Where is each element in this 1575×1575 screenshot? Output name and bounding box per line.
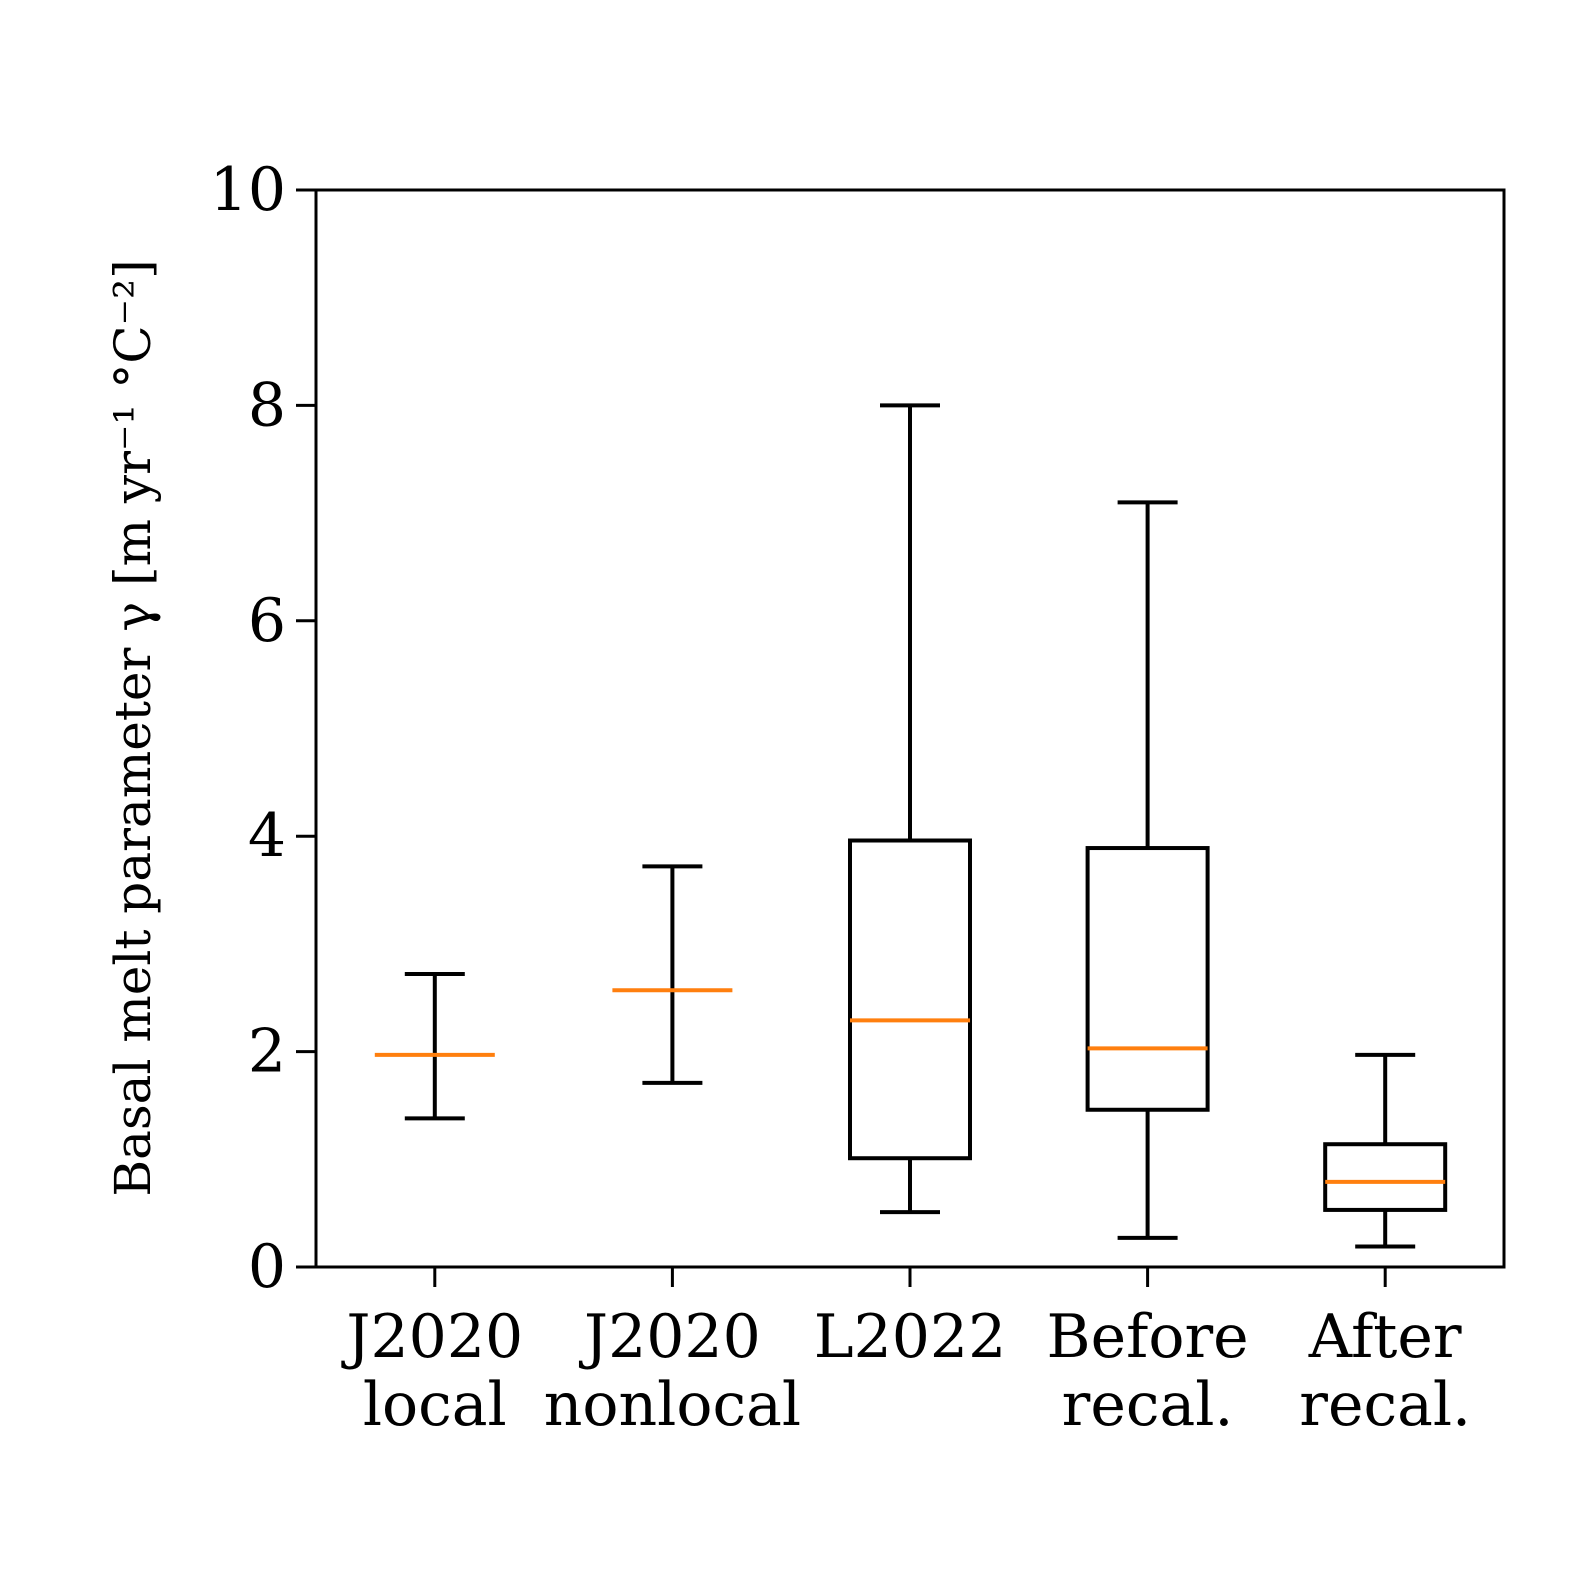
x-tick-label-line: After <box>1308 1302 1462 1372</box>
box-iqr <box>1085 846 1210 1112</box>
y-tick-label: 0 <box>248 1232 286 1302</box>
x-tick-label-line: nonlocal <box>544 1370 801 1440</box>
x-tick-label-line: L2022 <box>814 1302 1007 1372</box>
y-tick-label: 2 <box>248 1017 286 1087</box>
x-tick-label-line: J2020 <box>340 1302 523 1372</box>
x-tick-label-line: J2020 <box>578 1302 761 1372</box>
box-group <box>1085 500 1210 1240</box>
box-group <box>374 972 495 1121</box>
box-iqr <box>1323 1142 1448 1212</box>
x-tick-label: L2022 <box>814 1302 1007 1372</box>
x-tick-label-line: recal. <box>1062 1370 1234 1440</box>
box-group <box>1323 1052 1448 1249</box>
x-tick-label-line: local <box>363 1370 507 1440</box>
y-tick-label: 10 <box>210 155 286 225</box>
x-tick-label-line: recal. <box>1299 1370 1471 1440</box>
y-tick-label: 6 <box>248 586 286 656</box>
box-iqr <box>848 838 972 1161</box>
chart-marks <box>374 403 1448 1249</box>
y-axis-label: Basal melt parameter γ [m yr⁻¹ °C⁻²] <box>104 259 162 1196</box>
y-tick-label: 4 <box>248 801 286 871</box>
box-group <box>612 864 733 1085</box>
x-tick-label: Before recal. <box>1047 1302 1249 1440</box>
box-group <box>848 403 972 1215</box>
y-tick-label: 8 <box>248 370 286 440</box>
x-tick-label: After recal. <box>1299 1302 1471 1440</box>
x-tick-label: J2020 local <box>340 1302 523 1440</box>
x-tick-label: J2020 nonlocal <box>544 1302 801 1440</box>
x-tick-label-line: Before <box>1047 1302 1249 1372</box>
y-axis-ticks: 0 2 4 6 8 10 <box>210 155 316 1302</box>
